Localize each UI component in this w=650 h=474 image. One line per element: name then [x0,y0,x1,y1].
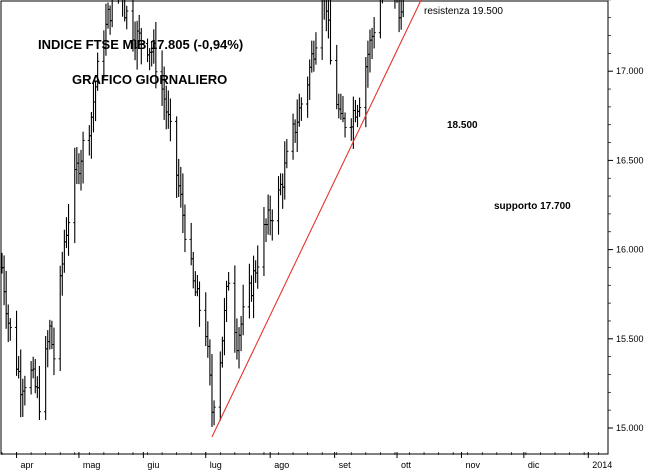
ohlc-bar [357,97,362,117]
ohlc-bar [285,139,289,169]
resistance-label: resistenza 19.500 [424,6,503,17]
ohlc-bar [343,112,347,138]
x-tick-label: set [339,460,352,470]
price-bars [0,0,404,427]
ohlc-bar [323,0,325,20]
y-tick-label: 16.000 [616,245,644,255]
ohlc-bar [256,245,260,289]
ohlc-bar [328,0,333,65]
x-tick-label: 2014 [592,460,612,470]
x-tick-label: ago [274,460,289,470]
reference-lines [211,0,422,438]
plot-frame [0,0,609,455]
x-tick-label: nov [465,460,480,470]
ohlc-bar [212,400,216,426]
ohlc-bar [110,0,113,28]
ohlc-bar [372,17,376,49]
x-tick-label: dic [528,460,540,470]
ohlc-bar [23,375,27,406]
ohlc-bar [241,284,245,336]
y-tick-label: 16.500 [616,155,644,165]
ohlc-bar [396,0,398,3]
ohlc-bar [270,209,274,241]
ohlc-bar [299,97,303,121]
y-axis: 15.00015.50016.00016.50017.00017.50018.0… [608,0,644,433]
y-tick-label: 15.000 [616,423,644,433]
chart-subtitle: GRAFICO GIORNALIERO [72,72,227,87]
x-tick-label: mag [83,460,101,470]
y-tick-label: 15.500 [616,334,644,344]
ohlc-bar [8,318,12,341]
ohlc-bar [378,0,381,39]
ohlc-bar [154,22,158,89]
ohlc-bar [394,0,396,9]
ohlc-bar [168,98,173,142]
ohlc-bar [122,0,124,17]
support-label: supporto 17.700 [494,201,571,212]
level-18500-label: 18.500 [447,120,478,131]
x-tick-label: giu [147,460,159,470]
ohlc-bar [197,281,202,327]
ohlc-bar [96,52,100,91]
ohlc-bar [66,204,71,256]
ohlc-bar [81,131,85,184]
x-tick-label: ott [401,460,412,470]
ohlc-bar [314,32,318,65]
chart-title: INDICE FTSE MIB 17.805 (-0,94%) [38,37,243,52]
x-tick-label: lug [210,460,222,470]
ohlc-bar [227,272,231,291]
ohlc-bar [125,5,129,30]
x-tick-label: apr [21,460,34,470]
y-tick-label: 17.000 [616,66,644,76]
ohlc-bar [139,27,143,65]
ohlc-bar [320,0,323,60]
ohlc-bar [37,365,42,420]
ohlc-bar [401,0,404,18]
ohlc-bar [183,204,187,253]
uptrend-line [211,0,422,438]
ohlc-bar [52,327,56,376]
x-axis: apr mag giu lug ago set ott nov dic 2014 [1,452,612,470]
